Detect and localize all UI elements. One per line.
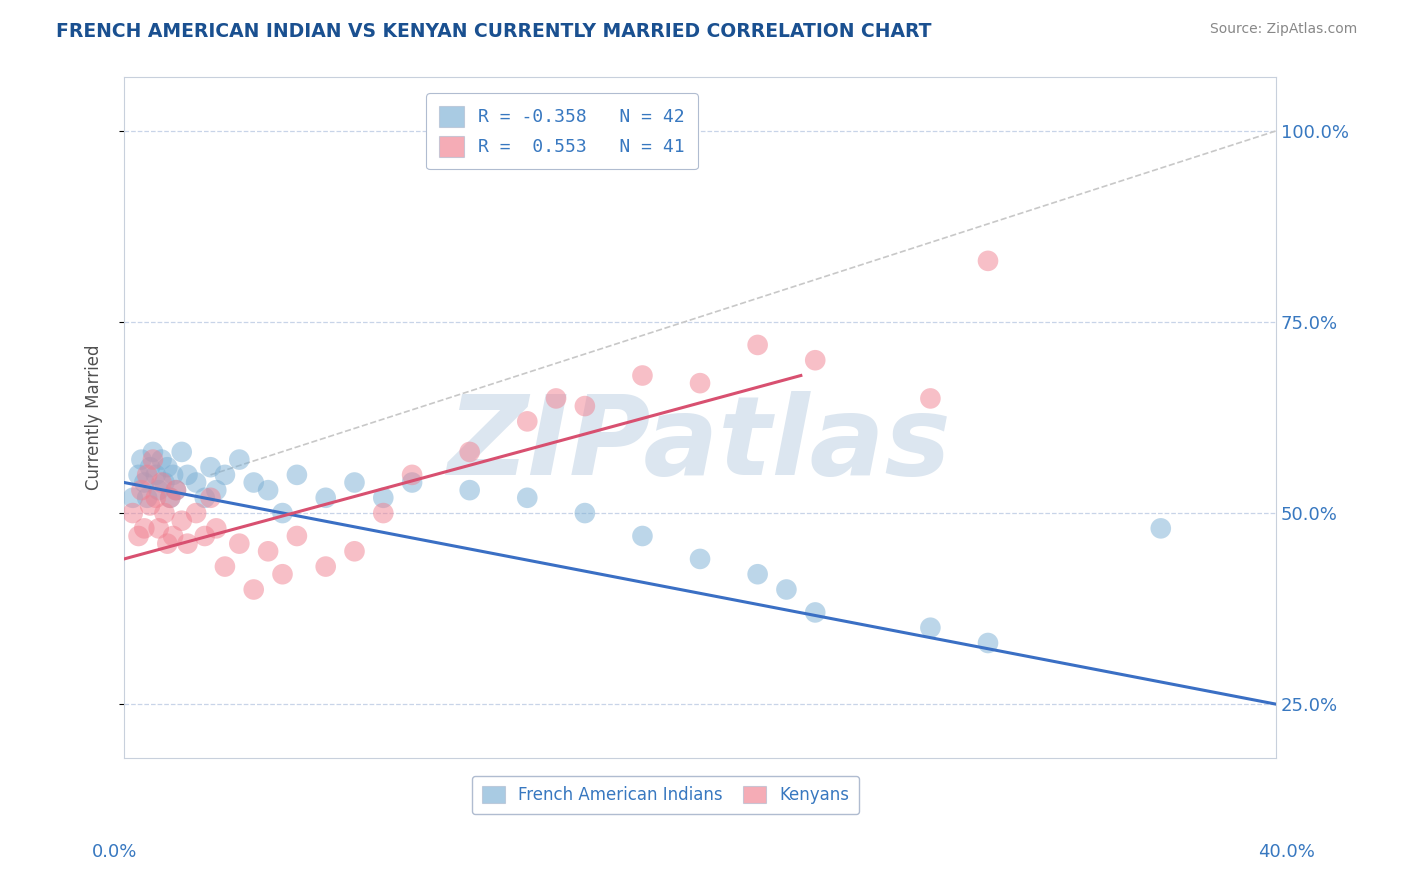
Point — [315, 559, 337, 574]
Point — [343, 475, 366, 490]
Point — [159, 491, 181, 505]
Point — [145, 467, 167, 482]
Point — [156, 536, 179, 550]
Point — [689, 376, 711, 391]
Point — [804, 606, 827, 620]
Text: ZIPatlas: ZIPatlas — [449, 392, 952, 499]
Point — [228, 536, 250, 550]
Point — [200, 460, 222, 475]
Point — [257, 483, 280, 497]
Point — [148, 483, 170, 497]
Point — [131, 483, 153, 497]
Point — [214, 559, 236, 574]
Point — [131, 452, 153, 467]
Point — [271, 506, 294, 520]
Point — [574, 399, 596, 413]
Point — [194, 529, 217, 543]
Point — [257, 544, 280, 558]
Point — [1150, 521, 1173, 535]
Point — [162, 529, 184, 543]
Point — [373, 491, 395, 505]
Point — [205, 483, 228, 497]
Point — [271, 567, 294, 582]
Point — [747, 338, 769, 352]
Point — [153, 475, 176, 490]
Point — [920, 621, 942, 635]
Point — [315, 491, 337, 505]
Point — [775, 582, 797, 597]
Point — [544, 392, 567, 406]
Point — [156, 460, 179, 475]
Point — [150, 452, 173, 467]
Point — [920, 392, 942, 406]
Point — [184, 506, 207, 520]
Y-axis label: Currently Married: Currently Married — [86, 345, 103, 491]
Point — [159, 491, 181, 505]
Point — [516, 491, 538, 505]
Text: 0.0%: 0.0% — [91, 843, 136, 861]
Point — [200, 491, 222, 505]
Point — [176, 467, 198, 482]
Point — [343, 544, 366, 558]
Point — [689, 552, 711, 566]
Point — [516, 414, 538, 428]
Point — [162, 467, 184, 482]
Text: 40.0%: 40.0% — [1258, 843, 1315, 861]
Point — [165, 483, 187, 497]
Point — [194, 491, 217, 505]
Point — [121, 506, 143, 520]
Point — [977, 253, 1000, 268]
Point — [134, 475, 156, 490]
Text: FRENCH AMERICAN INDIAN VS KENYAN CURRENTLY MARRIED CORRELATION CHART: FRENCH AMERICAN INDIAN VS KENYAN CURRENT… — [56, 22, 932, 41]
Point — [150, 475, 173, 490]
Point — [205, 521, 228, 535]
Point — [153, 506, 176, 520]
Point — [458, 445, 481, 459]
Point — [228, 452, 250, 467]
Point — [128, 467, 150, 482]
Point — [142, 452, 165, 467]
Point — [401, 467, 423, 482]
Point — [285, 467, 308, 482]
Point — [804, 353, 827, 368]
Point — [134, 521, 156, 535]
Point — [242, 475, 264, 490]
Point — [285, 529, 308, 543]
Point — [214, 467, 236, 482]
Point — [631, 529, 654, 543]
Point — [401, 475, 423, 490]
Point — [145, 491, 167, 505]
Point — [170, 445, 193, 459]
Point — [136, 467, 159, 482]
Point — [176, 536, 198, 550]
Point — [458, 483, 481, 497]
Point — [184, 475, 207, 490]
Point — [977, 636, 1000, 650]
Point — [139, 499, 162, 513]
Point — [128, 529, 150, 543]
Point — [242, 582, 264, 597]
Point — [574, 506, 596, 520]
Point — [142, 445, 165, 459]
Legend: French American Indians, Kenyans: French American Indians, Kenyans — [471, 776, 859, 814]
Point — [148, 521, 170, 535]
Point — [631, 368, 654, 383]
Point — [373, 506, 395, 520]
Point — [170, 514, 193, 528]
Point — [121, 491, 143, 505]
Point — [747, 567, 769, 582]
Point — [139, 460, 162, 475]
Text: Source: ZipAtlas.com: Source: ZipAtlas.com — [1209, 22, 1357, 37]
Point — [165, 483, 187, 497]
Point — [136, 491, 159, 505]
